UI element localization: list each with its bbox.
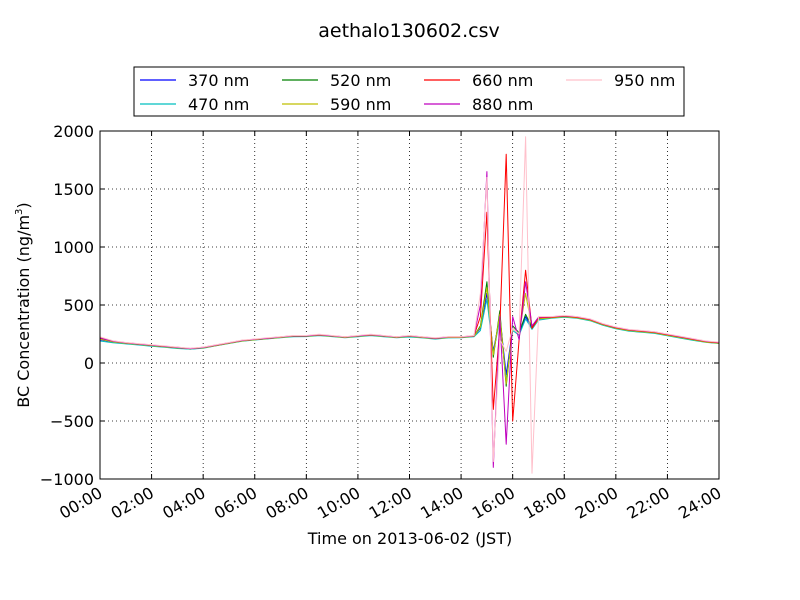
y-axis-label-close: ): [14, 202, 33, 208]
y-tick-label: −1000: [40, 470, 94, 489]
legend-label: 520 nm: [330, 71, 391, 90]
plot-background: [100, 131, 719, 479]
y-tick-label: 1500: [53, 180, 94, 199]
y-tick-labels: −1000 −500 0 500 1000 1500 2000: [40, 122, 94, 489]
y-tick-label: 1000: [53, 238, 94, 257]
legend: 370 nm 470 nm 520 nm 590 nm 660 nm 880 nm 950 …: [133, 66, 685, 117]
series-line-950-nm: [99, 136, 720, 474]
y-tick-label: 2000: [53, 122, 94, 141]
y-axis-label-superscript: 3: [14, 209, 25, 215]
legend-label: 660 nm: [472, 71, 533, 90]
legend-label: 370 nm: [188, 71, 249, 90]
legend-entries: 370 nm 470 nm 520 nm 590 nm 660 nm 880 nm 950 …: [140, 71, 675, 114]
y-tick-label: −500: [50, 412, 94, 431]
plot-area: [99, 130, 720, 480]
x-axis-label: Time on 2013-06-02 (JST): [307, 529, 512, 548]
y-axis-label: BC Concentration (ng/m3): [14, 202, 33, 407]
legend-label: 590 nm: [330, 95, 391, 114]
chart-title: aethalo130602.csv: [318, 20, 500, 42]
axis-ticks: [99, 130, 720, 480]
legend-box: [133, 66, 685, 117]
y-tick-label: 500: [63, 296, 94, 315]
y-axis-label-main: BC Concentration (ng/m: [14, 215, 33, 408]
legend-label: 950 nm: [614, 71, 675, 90]
legend-label: 880 nm: [472, 95, 533, 114]
series-lines: [99, 136, 720, 474]
legend-label: 470 nm: [188, 95, 249, 114]
y-tick-label: 0: [84, 354, 94, 373]
